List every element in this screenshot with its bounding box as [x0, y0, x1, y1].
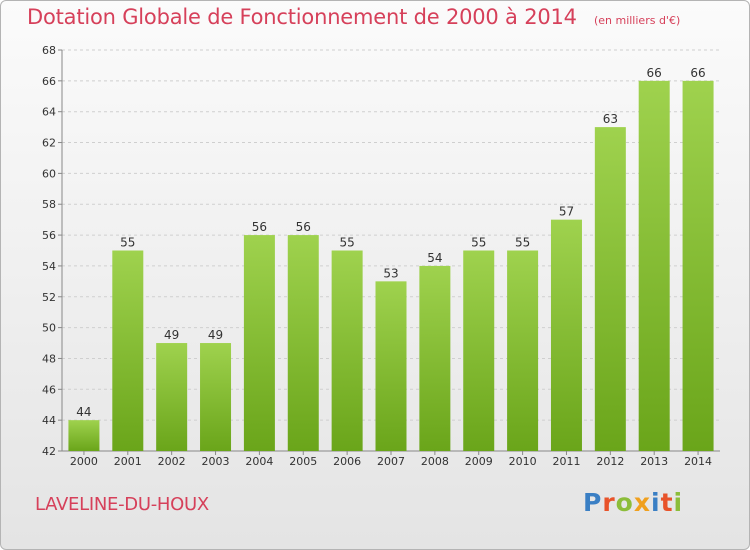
bar [463, 250, 495, 451]
logo-letter: i [673, 488, 684, 517]
logo-letter: t [660, 488, 674, 517]
data-label: 55 [471, 236, 486, 250]
bar [331, 250, 363, 451]
x-tick-label: 2012 [596, 455, 624, 468]
data-label: 57 [559, 205, 574, 219]
x-tick-label: 2013 [640, 455, 668, 468]
logo-letter: o [615, 488, 634, 517]
x-tick-label: 2004 [245, 455, 273, 468]
bar [594, 127, 626, 451]
bar [156, 343, 188, 451]
proxiti-logo[interactable]: Proxiti [583, 488, 683, 517]
commune-name: LAVELINE-DU-HOUX [35, 494, 209, 515]
data-label: 56 [296, 220, 311, 234]
bar [638, 80, 670, 451]
x-tick-label: 2009 [465, 455, 493, 468]
data-labels: 44 55 49 49 56 56 55 53 54 55 55 57 63 66 66 [76, 66, 705, 419]
data-label: 55 [515, 236, 530, 250]
y-tick-label: 56 [42, 229, 56, 242]
data-label: 49 [164, 328, 179, 342]
data-label: 44 [76, 405, 91, 419]
x-tick-label: 2005 [289, 455, 317, 468]
y-tick-label: 64 [42, 106, 56, 119]
bar [112, 250, 144, 451]
unit-note: (en milliers d'€) [593, 14, 681, 27]
logo-letter: r [602, 488, 616, 517]
x-tick-label: 2000 [70, 455, 98, 468]
y-tick-label: 54 [42, 260, 56, 273]
x-tick-label: 2003 [202, 455, 230, 468]
y-tick-label: 50 [42, 322, 56, 335]
x-tick-label: 2001 [114, 455, 142, 468]
bar [243, 235, 275, 451]
x-tick-label: 2006 [333, 455, 361, 468]
logo-letter: i [651, 488, 661, 517]
bar [68, 420, 100, 451]
y-tick-label: 66 [42, 75, 56, 88]
y-tick-label: 62 [42, 137, 56, 150]
bar [419, 265, 451, 451]
data-label: 63 [603, 112, 618, 126]
logo-letter: x [633, 488, 651, 517]
x-tick-label: 2010 [509, 455, 537, 468]
data-label: 66 [690, 66, 705, 80]
y-tick-label: 48 [42, 352, 56, 365]
x-tick-label: 2014 [684, 455, 712, 468]
title-row: Dotation Globale de Fonctionnement de 20… [27, 5, 680, 29]
data-label: 56 [252, 220, 267, 234]
y-tick-label: 60 [42, 167, 56, 180]
y-tick-label: 58 [42, 198, 56, 211]
data-label: 54 [427, 251, 442, 265]
data-label: 66 [647, 66, 662, 80]
bar [682, 80, 714, 451]
bar [200, 343, 232, 451]
y-tick-label: 46 [42, 383, 56, 396]
data-label: 55 [120, 236, 135, 250]
y-tick-label: 52 [42, 291, 56, 304]
x-tick-label: 2011 [552, 455, 580, 468]
x-tick-labels: 2000 2001 2002 2003 2004 2005 2006 2007 2008 2009… [70, 455, 712, 468]
x-tick-label: 2002 [158, 455, 186, 468]
bar [507, 250, 539, 451]
bars [68, 80, 714, 451]
data-label: 55 [339, 236, 354, 250]
x-tick-label: 2007 [377, 455, 405, 468]
bar [375, 281, 407, 451]
chart-title: Dotation Globale de Fonctionnement de 20… [27, 5, 577, 29]
x-tick-label: 2008 [421, 455, 449, 468]
logo-letter: P [583, 488, 603, 517]
y-tick-labels: 42 44 46 48 50 52 54 56 58 60 62 64 66 68 [42, 44, 56, 458]
y-tick-label: 42 [42, 445, 56, 458]
y-tick-label: 44 [42, 414, 56, 427]
y-tick-label: 68 [42, 44, 56, 57]
data-label: 53 [383, 266, 398, 280]
bar [550, 219, 582, 451]
data-label: 49 [208, 328, 223, 342]
bar [287, 235, 319, 451]
